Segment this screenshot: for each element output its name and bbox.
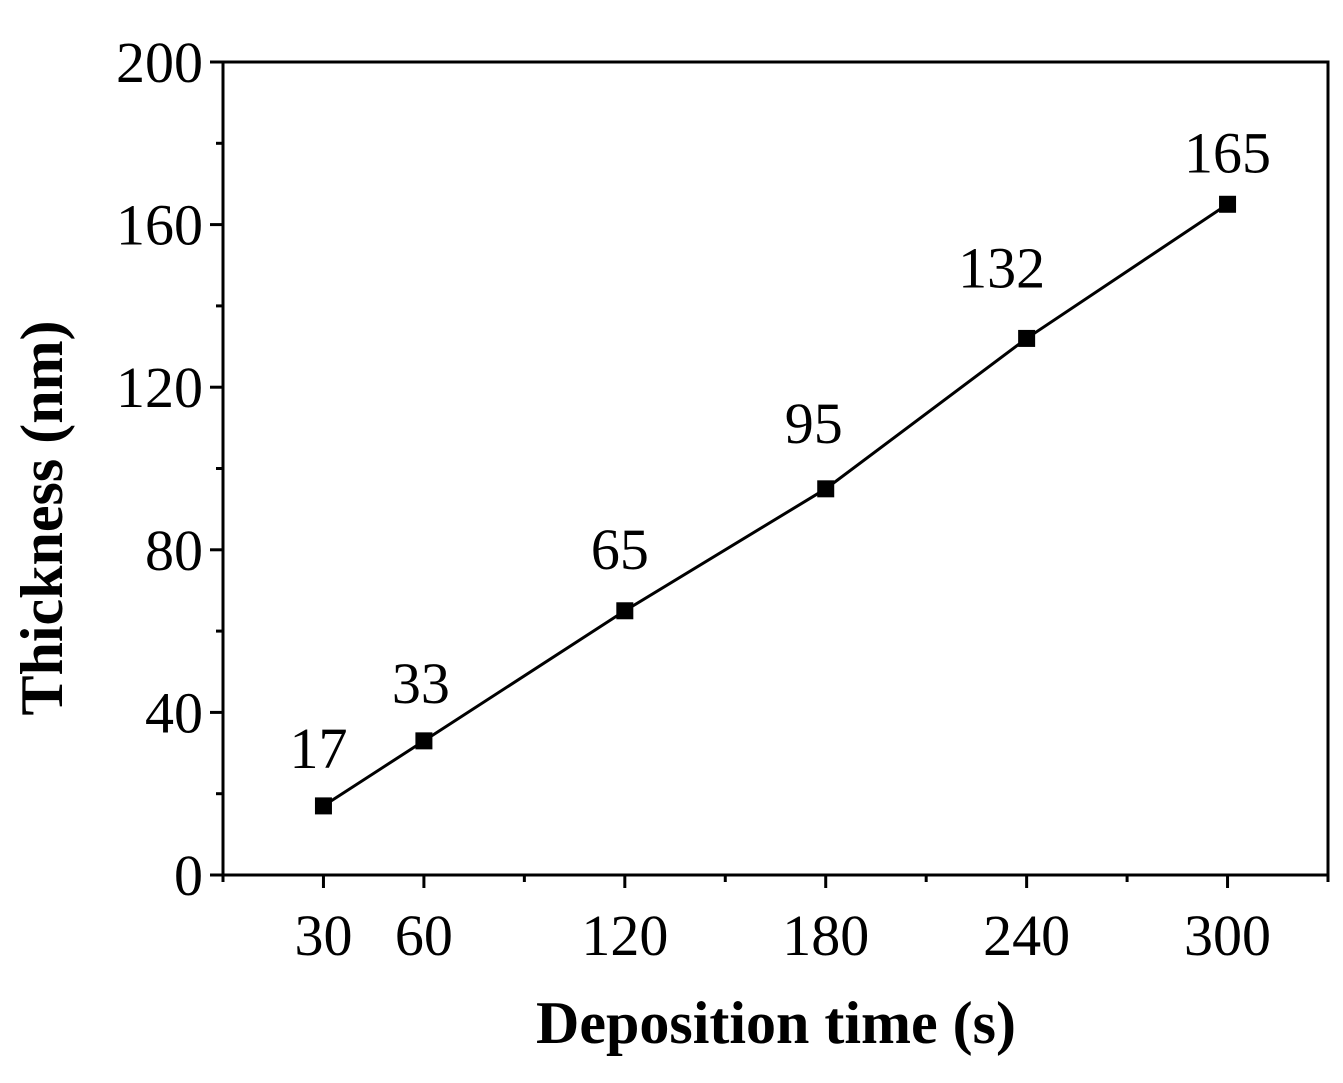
data-label: 17: [289, 716, 347, 781]
data-label: 132: [958, 235, 1045, 300]
data-label: 95: [785, 391, 843, 456]
data-point-marker: [415, 732, 433, 750]
x-axis-title: Deposition time (s): [536, 990, 1016, 1056]
x-tick-label: 120: [581, 903, 668, 968]
x-tick-label: 240: [983, 903, 1070, 968]
x-tick-label: 180: [782, 903, 869, 968]
y-tick-label: 200: [116, 30, 203, 95]
plot-frame: [221, 60, 1330, 877]
data-point-marker: [1018, 329, 1036, 347]
data-point-marker: [817, 480, 835, 498]
x-tick-label: 30: [294, 903, 352, 968]
data-label: 165: [1184, 120, 1271, 185]
series: [314, 195, 1237, 815]
y-tick-label: 120: [116, 355, 203, 420]
y-tick-label: 40: [145, 680, 203, 745]
series-line: [322, 203, 1229, 808]
data-label: 33: [392, 651, 450, 716]
y-axis-title: Thickness (nm): [9, 320, 75, 715]
x-tick-label: 60: [395, 903, 453, 968]
data-point-marker: [1219, 195, 1237, 213]
x-tick-label: 300: [1184, 903, 1271, 968]
axes: [221, 60, 1330, 877]
data-labels: 17 33 65 95 132 165: [289, 120, 1271, 781]
y-tick-label: 80: [145, 518, 203, 583]
data-point-marker: [314, 797, 332, 815]
ticks: 0 40 80 120 160 200 30 60 120 180 240 300: [116, 30, 1330, 968]
data-label: 65: [591, 517, 649, 582]
y-tick-label: 0: [174, 843, 203, 908]
y-tick-label: 160: [116, 193, 203, 258]
data-point-marker: [616, 602, 634, 620]
